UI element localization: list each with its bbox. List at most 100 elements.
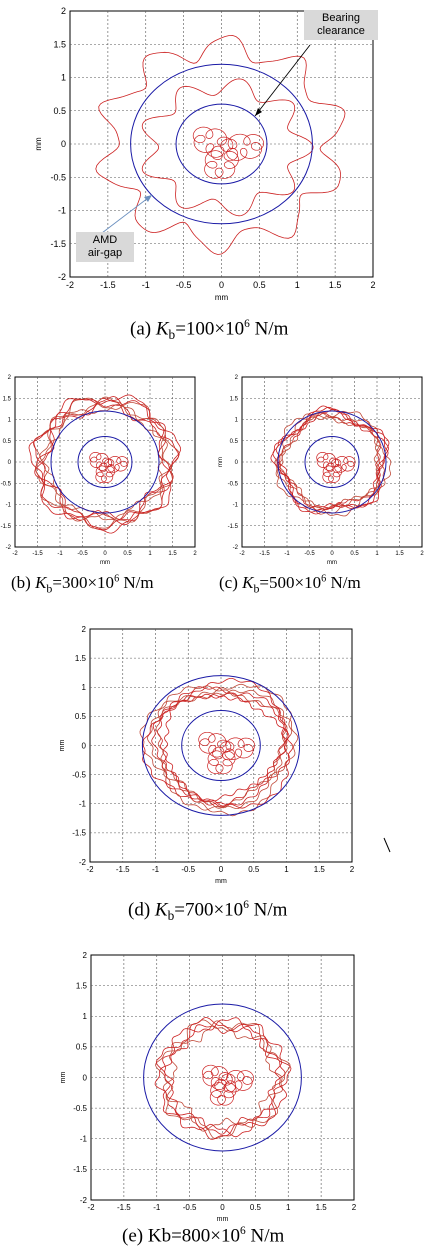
reference-circle bbox=[175, 103, 268, 185]
x-tick-label: 0 bbox=[330, 551, 334, 557]
caption-d: (d) Kb=700×106 N/m bbox=[128, 899, 287, 924]
orbit-outer-loop bbox=[33, 398, 180, 531]
orbit-series bbox=[95, 34, 346, 255]
reference-circle bbox=[304, 436, 360, 488]
caption-c-value: =500×10 bbox=[259, 573, 322, 592]
y-tick-label: 2 bbox=[61, 6, 66, 16]
y-tick-label: -1.5 bbox=[50, 239, 66, 249]
x-tick-label: 1 bbox=[148, 551, 152, 557]
orbit-outer-loop bbox=[32, 397, 180, 529]
x-tick-label: -1.5 bbox=[116, 865, 130, 874]
x-tick-label: 2 bbox=[193, 551, 197, 557]
y-tick-label: 0.5 bbox=[75, 712, 87, 721]
y-tick-label: -1 bbox=[80, 1135, 88, 1144]
callout-amd-line1: AMD bbox=[92, 234, 118, 246]
caption-a-prefix: (a) bbox=[130, 318, 156, 340]
x-tick-label: 0.5 bbox=[248, 865, 260, 874]
reference-circle bbox=[130, 63, 313, 225]
stray-mark bbox=[383, 837, 391, 853]
caption-e-exp: 6 bbox=[240, 1225, 246, 1237]
caption-d-unit: N/m bbox=[248, 899, 288, 921]
orbit-series bbox=[139, 678, 299, 817]
x-tick-label: 1.5 bbox=[316, 1203, 328, 1212]
x-tick-label: 0.5 bbox=[250, 1203, 262, 1212]
x-tick-label: 0.5 bbox=[350, 551, 359, 557]
x-tick-label: -1 bbox=[142, 280, 150, 290]
y-tick-label: -0.5 bbox=[73, 1104, 87, 1113]
x-tick-label: -0.5 bbox=[183, 1203, 197, 1212]
caption-b-prefix: (b) bbox=[11, 573, 36, 592]
chart-panel-a: -2 -1.5 -1 -0.5 0 0.5 1 1.5 2 -2 -1.5 -1 -0.5 0 0.5 1 1.… bbox=[34, 6, 376, 302]
x-tick-label: 0.5 bbox=[253, 280, 266, 290]
orbit-outer-loop bbox=[154, 1017, 288, 1138]
chart-panel-e: -2 -1.5 -1 -0.5 0 0.5 1 1.5 2 -2 -1.5 -1 -0.5 0 0.5 1 1.… bbox=[60, 951, 357, 1223]
y-tick-label: 2 bbox=[235, 375, 239, 381]
orbit-outer-loop bbox=[270, 405, 390, 515]
orbit-outer-loop bbox=[151, 692, 287, 808]
x-tick-label: 1 bbox=[375, 551, 379, 557]
y-tick-label: 0.5 bbox=[230, 439, 239, 445]
x-tick-label: -2 bbox=[86, 865, 94, 874]
y-tick-label: -1 bbox=[79, 800, 87, 809]
caption-c-unit: N/m bbox=[326, 573, 361, 592]
x-tick-label: -0.5 bbox=[77, 551, 88, 557]
y-tick-label: 1.5 bbox=[230, 396, 239, 402]
orbit-inner-trajectory bbox=[201, 1064, 254, 1106]
orbit-inner-trajectory bbox=[316, 451, 356, 483]
y-axis-label: mm bbox=[34, 137, 43, 151]
x-tick-label: 1.5 bbox=[329, 280, 342, 290]
x-tick-label: 2 bbox=[350, 865, 355, 874]
x-tick-label: 0 bbox=[103, 551, 107, 557]
caption-d-value: =700×10 bbox=[174, 899, 244, 921]
y-tick-label: 2 bbox=[8, 375, 12, 381]
amd-airgap-callout: AMD air-gap bbox=[76, 232, 134, 262]
bearing-clearance-callout: Bearing clearance bbox=[304, 10, 378, 40]
caption-a: (a) Kb=100×106 N/m bbox=[130, 318, 288, 343]
bearing-callout-arrow bbox=[254, 44, 311, 117]
y-tick-label: -1 bbox=[58, 206, 66, 216]
callout-amd-line2: air-gap bbox=[87, 247, 123, 259]
x-tick-label: -2 bbox=[239, 551, 245, 557]
bearing-callout-arrowhead bbox=[255, 108, 262, 116]
caption-d-k: K bbox=[154, 899, 168, 921]
y-tick-label: 0.5 bbox=[3, 439, 12, 445]
caption-b-unit: N/m bbox=[119, 573, 154, 592]
caption-b-value: =300×10 bbox=[52, 573, 115, 592]
y-tick-label: 1.5 bbox=[3, 396, 12, 402]
caption-c-prefix: (c) bbox=[219, 573, 243, 592]
y-tick-label: -1.5 bbox=[1, 524, 12, 530]
y-tick-label: -2 bbox=[79, 858, 87, 867]
y-tick-label: -2 bbox=[58, 272, 66, 282]
caption-a-k: K bbox=[155, 318, 169, 340]
y-tick-label: -2 bbox=[6, 545, 12, 551]
caption-d-exp: 6 bbox=[243, 899, 249, 911]
x-tick-label: 0.5 bbox=[123, 551, 132, 557]
caption-c: (c) Kb=500×106 N/m bbox=[219, 573, 361, 596]
x-tick-label: -1 bbox=[153, 1203, 161, 1212]
x-tick-label: -1.5 bbox=[32, 551, 43, 557]
reference-circle bbox=[141, 675, 301, 816]
y-tick-label: 1.5 bbox=[76, 981, 88, 990]
chart-panel-c: -2 -1.5 -1 -0.5 0 0.5 1 1.5 2 -2 -1.5 -1 -0.5 0 0.5 1 1.… bbox=[218, 375, 424, 566]
y-axis-label: mm bbox=[218, 457, 224, 467]
y-tick-label: -1.5 bbox=[228, 524, 239, 530]
caption-c-sub: b bbox=[253, 581, 260, 596]
reference-circle bbox=[277, 410, 387, 514]
x-tick-label: 2 bbox=[370, 280, 375, 290]
orbit-outer-loop bbox=[34, 396, 174, 526]
orbit-outer-loop bbox=[95, 34, 346, 255]
caption-e-unit: N/m bbox=[245, 1225, 285, 1247]
orbit-outer-loop bbox=[35, 396, 173, 523]
x-tick-label: -1 bbox=[57, 551, 63, 557]
x-tick-label: -1.5 bbox=[259, 551, 270, 557]
x-tick-label: 1 bbox=[295, 280, 300, 290]
y-tick-label: 0 bbox=[8, 460, 12, 466]
y-tick-label: 1.5 bbox=[75, 654, 87, 663]
y-tick-label: 0 bbox=[235, 460, 239, 466]
caption-b: (b) Kb=300×106 N/m bbox=[11, 573, 154, 596]
y-tick-label: -2 bbox=[80, 1196, 88, 1205]
caption-e: (e) Kb=800×106 N/m bbox=[122, 1225, 284, 1247]
x-tick-label: -0.5 bbox=[181, 865, 195, 874]
orbit-outer-loop bbox=[278, 415, 381, 511]
orbit-outer-loop bbox=[146, 689, 288, 809]
